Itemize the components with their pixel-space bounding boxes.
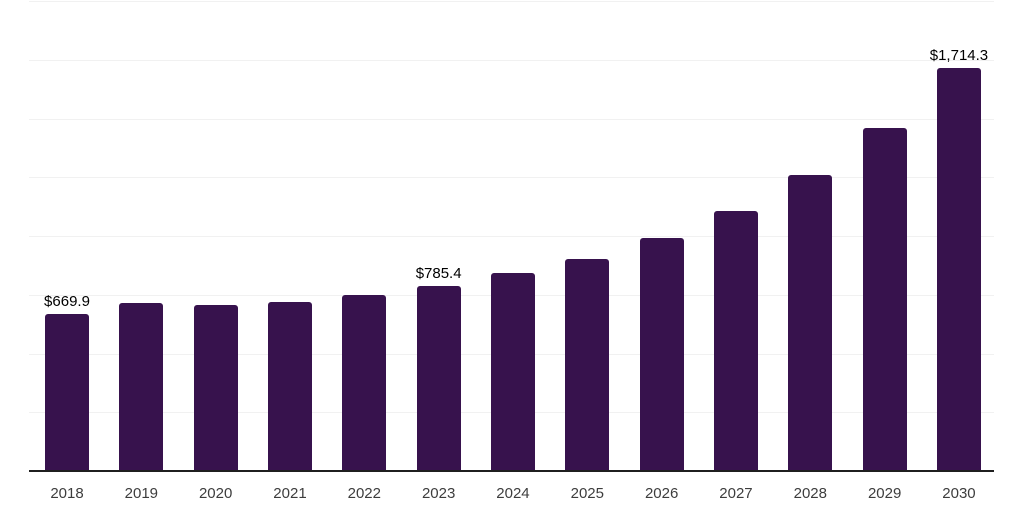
x-tick-label-2024: 2024 (496, 485, 530, 502)
bar-2026 (639, 238, 684, 471)
value-label-2018: $669.9 (44, 292, 90, 310)
bar-2018 (45, 313, 89, 471)
value-label-2030: $1,714.3 (929, 47, 989, 65)
gridline (29, 177, 994, 179)
x-tick-label-2020: 2020 (198, 485, 233, 502)
plot-area: $669.9 $785.4 $1,714.3 (29, 1, 994, 471)
x-tick-label-2023: 2023 (421, 485, 456, 502)
x-tick-label-2029: 2029 (867, 485, 902, 502)
gridline (29, 1, 994, 2)
x-tick-label-2022: 2022 (347, 485, 381, 502)
bar-2029 (862, 127, 907, 471)
value-label-2023: $785.4 (415, 265, 462, 283)
x-tick-label-2026: 2026 (644, 485, 679, 502)
bar-2022 (342, 295, 387, 471)
gridline (29, 236, 994, 237)
x-tick-label-2021: 2021 (273, 485, 307, 502)
bar-2023 (416, 286, 461, 471)
x-axis-labels: 2018 2019 2020 2021 2022 2023 2024 2025 2026 2027… (29, 485, 994, 509)
x-tick-label-2028: 2028 (793, 485, 827, 502)
bar-2024 (490, 272, 535, 471)
bar-2020 (193, 305, 238, 471)
bar-2030 (936, 68, 981, 471)
x-tick-label-2030: 2030 (942, 485, 976, 502)
bar-2028 (788, 174, 833, 471)
gridline (29, 118, 994, 120)
x-tick-label-2027: 2027 (719, 485, 753, 502)
x-tick-label-2025: 2025 (570, 485, 604, 502)
x-tick-label-2019: 2019 (124, 485, 159, 502)
bar-2027 (713, 211, 758, 471)
bar-2021 (267, 302, 312, 471)
bar-2025 (565, 259, 610, 471)
x-tick-label-2018: 2018 (50, 485, 84, 502)
gridline (29, 59, 994, 61)
x-axis-line (29, 470, 994, 472)
bar-2019 (119, 302, 164, 471)
